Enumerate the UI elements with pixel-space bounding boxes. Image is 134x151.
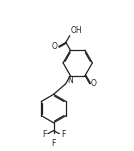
Text: O: O <box>52 42 58 51</box>
Text: OH: OH <box>70 26 82 35</box>
Text: F: F <box>42 130 46 139</box>
Text: F: F <box>61 130 65 139</box>
Text: O: O <box>91 79 97 88</box>
Text: F: F <box>51 139 56 148</box>
Text: N: N <box>67 76 73 85</box>
